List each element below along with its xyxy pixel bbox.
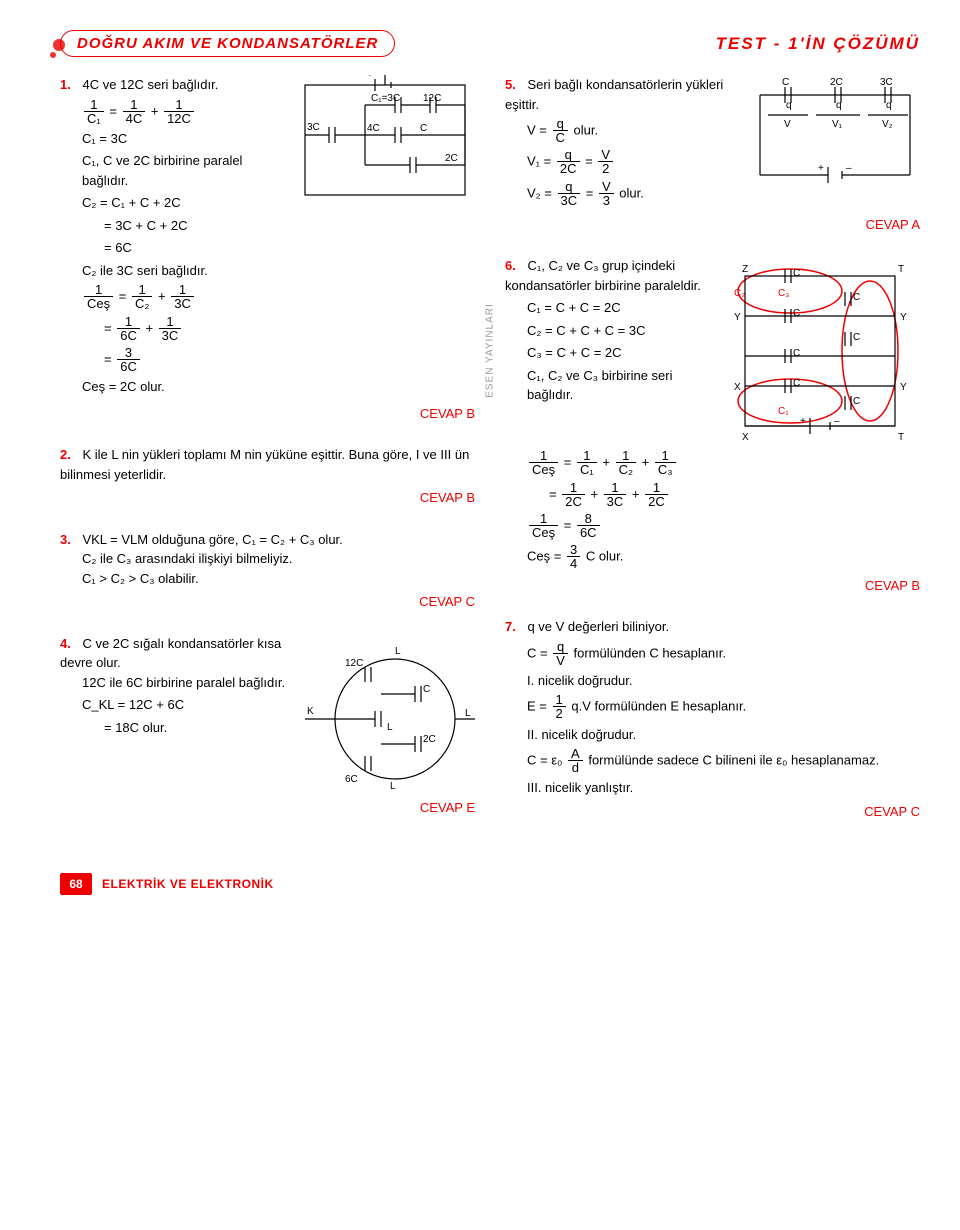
q2-answer: CEVAP B [60, 488, 475, 508]
svg-text:C: C [793, 348, 800, 359]
svg-text:C: C [423, 684, 430, 695]
svg-text:C: C [782, 77, 789, 88]
q1-answer: CEVAP B [60, 404, 475, 424]
svg-text:12C: 12C [345, 658, 363, 669]
question-1: 1. 4C ve 12C seri bağlıdır. 1C₁ = 14C + … [60, 75, 475, 423]
svg-text:V₁: V₁ [832, 119, 843, 130]
page: DOĞRU AKIM VE KONDANSATÖRLER TEST - 1'İN… [0, 0, 960, 915]
svg-text:3C: 3C [307, 122, 320, 133]
footer: 68 ELEKTRİK VE ELEKTRONİK [60, 873, 920, 895]
left-column: 1. 4C ve 12C seri bağlıdır. 1C₁ = 14C + … [60, 75, 475, 843]
q2-num: 2. [60, 447, 71, 462]
svg-text:+: + [367, 75, 373, 80]
svg-text:2C: 2C [445, 153, 458, 164]
q7-answer: CEVAP C [505, 802, 920, 822]
q1-line3: C₂ ile 3C seri bağlıdır. [82, 261, 285, 281]
svg-text:+: + [818, 163, 824, 174]
svg-text:C: C [853, 292, 860, 303]
svg-text:–: – [834, 416, 840, 427]
svg-text:q: q [836, 100, 842, 111]
svg-text:C: C [420, 123, 427, 134]
q4-circuit: K L L L L 12C 6C C 2C [305, 634, 475, 794]
svg-text:C₁: C₁ [778, 406, 789, 417]
right-column: 5. Seri bağlı kondansatörlerin yükleri e… [505, 75, 920, 843]
book-title: ELEKTRİK VE ELEKTRONİK [102, 877, 274, 891]
question-6: 6. C₁, C₂ ve C₃ grup içindeki kondansatö… [505, 256, 920, 595]
q1-eq2: C₁ = 3C [82, 129, 285, 149]
svg-text:Y: Y [900, 382, 907, 393]
question-7: 7. q ve V değerleri biliniyor. C = qV fo… [505, 617, 920, 821]
q1-num: 1. [60, 77, 71, 92]
svg-text:C: C [853, 396, 860, 407]
svg-text:C₃: C₃ [778, 288, 789, 299]
svg-text:L: L [395, 646, 401, 657]
svg-text:L: L [390, 781, 396, 792]
svg-text:Z: Z [742, 264, 748, 275]
svg-text:T: T [898, 264, 904, 275]
svg-text:C: C [793, 378, 800, 389]
q1-line1: 4C ve 12C seri bağlıdır. [82, 77, 218, 92]
q1-frac: 1 [84, 98, 104, 112]
q3-answer: CEVAP C [60, 592, 475, 612]
columns: ESEN YAYINLARI 1. 4C ve 12C seri bağlıdı… [60, 75, 920, 843]
svg-text:L: L [465, 708, 471, 719]
q6-circuit: Z T Y Y X Y X T C C C C C [730, 256, 920, 446]
svg-text:K: K [307, 706, 314, 717]
question-2: 2. K ile L nin yükleri toplamı M nin yük… [60, 445, 475, 508]
svg-text:+: + [800, 416, 806, 427]
page-number: 68 [60, 873, 92, 895]
svg-text:V: V [784, 119, 791, 130]
svg-text:6C: 6C [345, 774, 358, 785]
q1-line2: C₁, C ve 2C birbirine paralel bağlıdır. [82, 151, 285, 190]
svg-text:–: – [846, 163, 852, 174]
svg-text:X: X [734, 382, 741, 393]
q1-circuit: + – 3C C₁=3C 12C 4C C 2C [295, 75, 475, 205]
q2-text: K ile L nin yükleri toplamı M nin yüküne… [60, 447, 469, 482]
svg-text:4C: 4C [367, 123, 380, 134]
question-5: 5. Seri bağlı kondansatörlerin yükleri e… [505, 75, 920, 234]
svg-text:T: T [898, 432, 904, 443]
q5-answer: CEVAP A [505, 215, 920, 235]
q6-answer: CEVAP B [505, 576, 920, 596]
svg-text:Y: Y [734, 312, 741, 323]
svg-text:X: X [742, 432, 749, 443]
svg-text:V₂: V₂ [882, 119, 893, 130]
test-title: TEST - 1'İN ÇÖZÜMÜ [716, 34, 920, 54]
q5-circuit: C 2C 3C q q q V V₁ V₂ + – [750, 75, 920, 205]
publisher-label: ESEN YAYINLARI [485, 303, 496, 398]
svg-text:C₂: C₂ [734, 288, 745, 299]
svg-text:3C: 3C [880, 77, 893, 88]
svg-text:q: q [886, 100, 892, 111]
svg-text:C₁=3C: C₁=3C [371, 93, 400, 104]
svg-text:q: q [786, 100, 792, 111]
question-4: 4. C ve 2C sığalı kondansatörler kısa de… [60, 634, 475, 818]
header: DOĞRU AKIM VE KONDANSATÖRLER TEST - 1'İN… [60, 30, 920, 57]
question-3: 3. VKL = VLM olduğuna göre, C₁ = C₂ + C₃… [60, 530, 475, 612]
svg-text:–: – [395, 75, 401, 80]
chapter-badge: DOĞRU AKIM VE KONDANSATÖRLER [60, 30, 395, 57]
svg-text:C: C [793, 308, 800, 319]
svg-text:C: C [793, 268, 800, 279]
svg-text:L: L [387, 722, 393, 733]
q4-answer: CEVAP E [60, 798, 475, 818]
svg-text:Y: Y [900, 312, 907, 323]
svg-text:2C: 2C [423, 734, 436, 745]
svg-text:2C: 2C [830, 77, 843, 88]
svg-text:C: C [853, 332, 860, 343]
svg-text:12C: 12C [423, 93, 441, 104]
